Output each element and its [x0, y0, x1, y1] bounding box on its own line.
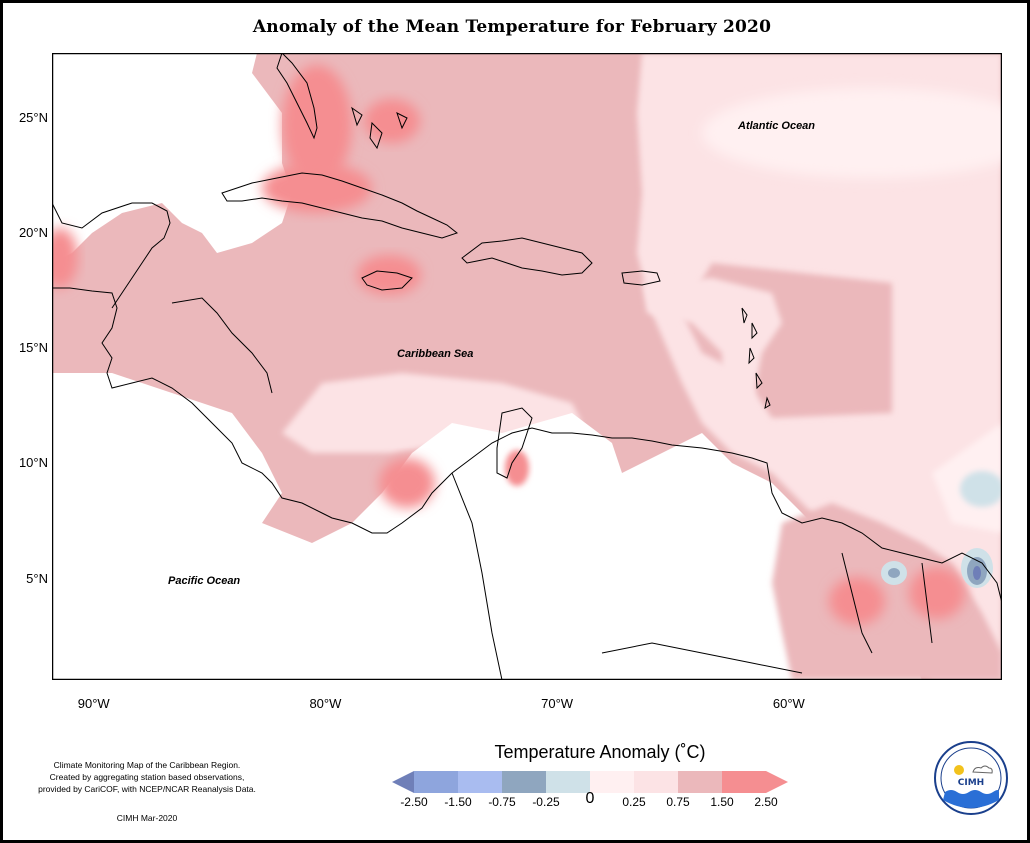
coolspot-suriname-core	[888, 568, 900, 578]
jamaica-coast	[361, 270, 413, 291]
hotspot-bahamas	[364, 99, 420, 143]
legend-swatch	[634, 771, 678, 793]
legend-swatch	[502, 771, 546, 793]
sun-icon	[954, 765, 964, 775]
legend-tick: -1.50	[444, 795, 472, 809]
legend-tick: 0.75	[666, 795, 690, 809]
central-america-border	[171, 297, 273, 394]
longitude-tick: 70°W	[541, 696, 574, 711]
label-atlantic-ocean: Atlantic Ocean	[738, 120, 816, 132]
latitude-tick: 5°N	[26, 570, 48, 586]
anomaly-map	[52, 53, 1002, 680]
hotspot-colombia	[379, 458, 435, 508]
longitude-tick: 60°W	[772, 696, 805, 711]
legend-colorbar	[392, 771, 788, 793]
lesser-antilles-coast	[741, 307, 771, 410]
credits-line: provided by CariCOF, with NCEP/NCAR Rean…	[38, 784, 256, 794]
longitude-tick: 90°W	[77, 696, 110, 711]
map-panel	[52, 53, 1002, 680]
logo-text: CIMH	[958, 778, 984, 788]
credits-line: Created by aggregating station based obs…	[49, 772, 245, 782]
latitude-tick: 10°N	[18, 455, 48, 471]
bahamas-coast	[351, 106, 408, 150]
no-data-gulf	[52, 53, 292, 263]
longitude-tick: 80°W	[309, 696, 342, 711]
anomaly-zone-guianas	[772, 503, 1002, 680]
legend-tick: -2.50	[400, 795, 428, 809]
legend-swatch	[722, 771, 766, 793]
colombia-border	[451, 472, 503, 680]
no-data-region	[52, 373, 922, 680]
map-border	[52, 53, 1002, 680]
maracaibo-coast	[496, 407, 533, 479]
legend-tick: -0.75	[488, 795, 516, 809]
cloud-icon	[972, 765, 993, 774]
hotspot-cuba	[262, 163, 372, 213]
credits-text: Climate Monitoring Map of the Caribbean …	[22, 759, 272, 795]
legend-swatch	[414, 771, 458, 793]
hispaniola-coast	[461, 237, 593, 276]
cuba-coast	[221, 172, 459, 239]
guyana-border	[841, 552, 873, 654]
legend-arrow-high	[766, 771, 788, 793]
legend-tick: 0	[585, 790, 595, 807]
coastlines	[52, 53, 1002, 680]
latitude-tick: 15°N	[18, 340, 48, 356]
latitude-tick: 20°N	[18, 224, 48, 240]
legend-swatch	[458, 771, 502, 793]
hotspot-maracaibo	[505, 450, 529, 486]
suriname-border	[921, 562, 933, 644]
waves-icon	[943, 790, 999, 808]
label-pacific-ocean: Pacific Ocean	[168, 575, 241, 587]
legend-arrow-low	[392, 771, 414, 793]
credits-signature: CIMH Mar-2020	[116, 813, 178, 823]
coolspot-atlantic	[960, 471, 1002, 507]
legend-swatch	[590, 771, 634, 793]
legend-title: Temperature Anomaly (˚C)	[494, 742, 706, 762]
legend-tick: -0.25	[532, 795, 560, 809]
credits-line: Climate Monitoring Map of the Caribbean …	[53, 760, 241, 770]
map-title: Anomaly of the Mean Temperature for Febr…	[252, 17, 772, 37]
hotspot-suriname	[829, 577, 885, 625]
legend-swatch	[678, 771, 722, 793]
anomaly-zone-near-zero	[702, 88, 1002, 178]
hotspot-yucatan	[52, 228, 78, 288]
legend-tick: 1.50	[710, 795, 734, 809]
legend-swatch	[546, 771, 590, 793]
coolspot-amapa-center	[973, 566, 981, 580]
florida-coast	[276, 53, 318, 140]
brazil-border	[601, 642, 803, 674]
hotspot-french-guiana	[909, 567, 965, 619]
yucatan-coast	[52, 53, 171, 309]
legend-tick: 2.50	[754, 795, 778, 809]
label-caribbean-sea: Caribbean Sea	[397, 348, 474, 360]
puerto-rico-coast	[621, 270, 661, 286]
legend-tick: 0.25	[622, 795, 646, 809]
latitude-tick: 25°N	[18, 109, 48, 125]
cimh-logo: CIMH	[934, 741, 1008, 815]
